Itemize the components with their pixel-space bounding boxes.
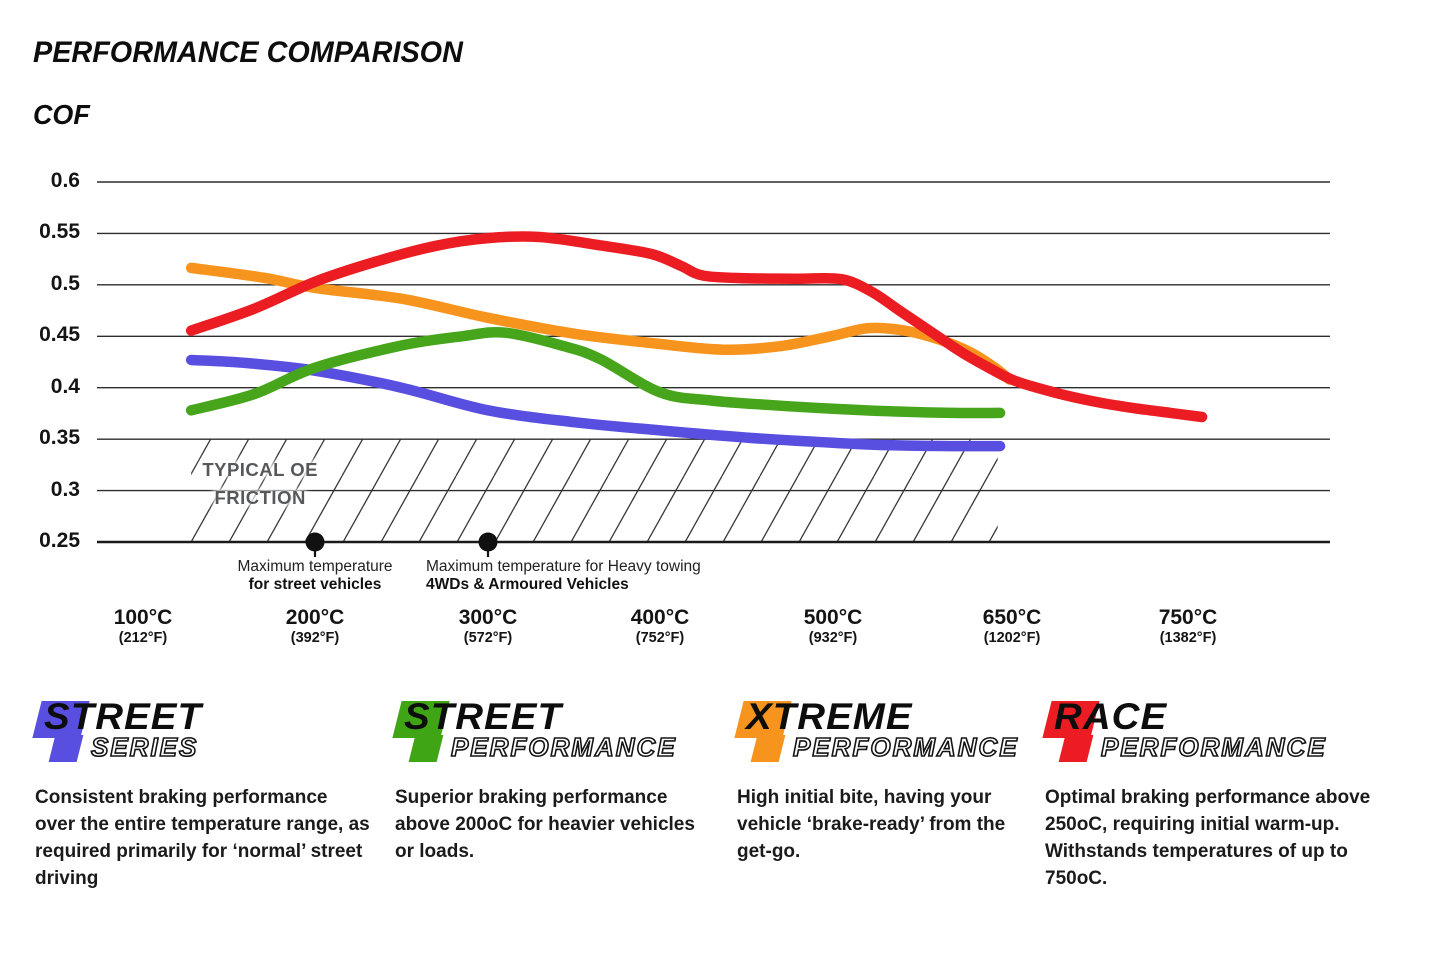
- x-tick-celsius: 750°C: [1158, 606, 1218, 629]
- annotation-line2: for street vehicles: [248, 576, 382, 593]
- legend-word1: RACE: [1054, 696, 1168, 737]
- x-tick-100: 100°C (212°F): [114, 606, 173, 647]
- x-tick-fahrenheit: (752°F): [635, 630, 685, 646]
- y-tick-label-0.5: 0.5: [50, 271, 80, 295]
- marker-dot-2: [478, 532, 498, 552]
- series-race-performance: [185, 231, 1208, 423]
- y-tick-label-0.35: 0.35: [39, 426, 80, 450]
- y-tick-label-0.3: 0.3: [50, 477, 80, 501]
- x-tick-750: 750°C (1382°F): [1159, 606, 1218, 647]
- race-performance-patch2-icon: [1058, 735, 1094, 762]
- x-tick-celsius: 300°C: [458, 606, 518, 629]
- legend-word1: STREET: [404, 696, 563, 737]
- legend-word2: PERFORMANCE: [1100, 732, 1327, 762]
- annotation-1: Maximum temperature for street vehicles: [237, 558, 392, 594]
- annotation-2: Maximum temperature for Heavy towing 4WDs…: [426, 558, 701, 594]
- typical-oe-friction-label: TYPICAL OE FRICTION: [195, 456, 325, 512]
- y-tick-label-0.45: 0.45: [39, 323, 80, 347]
- x-tick-200: 200°C (392°F): [286, 606, 345, 647]
- x-tick-celsius: 500°C: [803, 606, 863, 629]
- x-tick-celsius: 400°C: [630, 606, 690, 629]
- legend-word2: SERIES: [90, 732, 199, 762]
- y-tick-label-0.6: 0.6: [50, 169, 80, 192]
- y-tick-label-0.55: 0.55: [39, 220, 80, 244]
- legend-street-performance: STREET PERFORMANCE Superior braking perf…: [392, 698, 713, 865]
- legend-description: Optimal braking performance above 250oC,…: [1045, 787, 1371, 889]
- x-tick-celsius: 100°C: [113, 606, 173, 629]
- x-tick-300: 300°C (572°F): [459, 606, 518, 647]
- legend-description: High initial bite, having your vehicle ‘…: [737, 787, 1006, 862]
- street-performance-patch2-icon: [408, 735, 444, 762]
- marker-dot-1: [305, 532, 325, 552]
- legend-word2: PERFORMANCE: [450, 732, 677, 762]
- annotation-line1: Maximum temperature: [237, 558, 393, 575]
- x-tick-fahrenheit: (932°F): [808, 630, 858, 646]
- y-tick-label-0.25: 0.25: [39, 529, 80, 552]
- race-performance-logo: RACE PERFORMANCE: [1042, 698, 1375, 768]
- annotation-line2: 4WDs & Armoured Vehicles: [426, 576, 629, 593]
- legend-xtreme-performance: XTREME PERFORMANCE High initial bite, ha…: [734, 698, 1019, 865]
- y-tick-label-0.4: 0.4: [50, 374, 80, 398]
- x-tick-fahrenheit: (572°F): [463, 630, 513, 646]
- x-tick-celsius: 200°C: [285, 606, 345, 629]
- legend-street-series: STREET SERIES Consistent braking perform…: [32, 698, 371, 892]
- series-street-performance: [185, 327, 1006, 419]
- legend-word2: PERFORMANCE: [792, 732, 1019, 762]
- x-tick-fahrenheit: (392°F): [290, 630, 340, 646]
- street-performance-logo: STREET PERFORMANCE: [392, 698, 713, 768]
- x-tick-fahrenheit: (1202°F): [983, 630, 1041, 646]
- x-tick-650: 650°C (1202°F): [983, 606, 1042, 647]
- typical-oe-line1: TYPICAL OE: [202, 459, 318, 481]
- street-series-logo: STREET SERIES: [32, 698, 371, 768]
- x-tick-400: 400°C (752°F): [631, 606, 690, 647]
- x-tick-fahrenheit: (212°F): [118, 630, 168, 646]
- legend-word1: XTREME: [746, 696, 913, 737]
- street-series-patch2-icon: [48, 735, 84, 762]
- x-tick-celsius: 650°C: [982, 606, 1042, 629]
- x-tick-500: 500°C (932°F): [804, 606, 863, 647]
- y-axis-title: COF: [33, 99, 90, 130]
- typical-oe-line2: FRICTION: [214, 487, 306, 509]
- xtreme-performance-patch2-icon: [750, 735, 786, 762]
- x-tick-fahrenheit: (1382°F): [1159, 630, 1217, 646]
- legend-race-performance: RACE PERFORMANCE Optimal braking perform…: [1042, 698, 1375, 892]
- xtreme-performance-logo: XTREME PERFORMANCE: [734, 698, 1019, 768]
- legend-description: Superior braking performance above 200oC…: [395, 787, 695, 862]
- page-title: PERFORMANCE COMPARISON: [33, 36, 463, 69]
- legend-word1: STREET: [44, 696, 203, 737]
- legend-description: Consistent braking performance over the …: [35, 787, 370, 889]
- annotation-line1: Maximum temperature for Heavy towing: [426, 558, 701, 575]
